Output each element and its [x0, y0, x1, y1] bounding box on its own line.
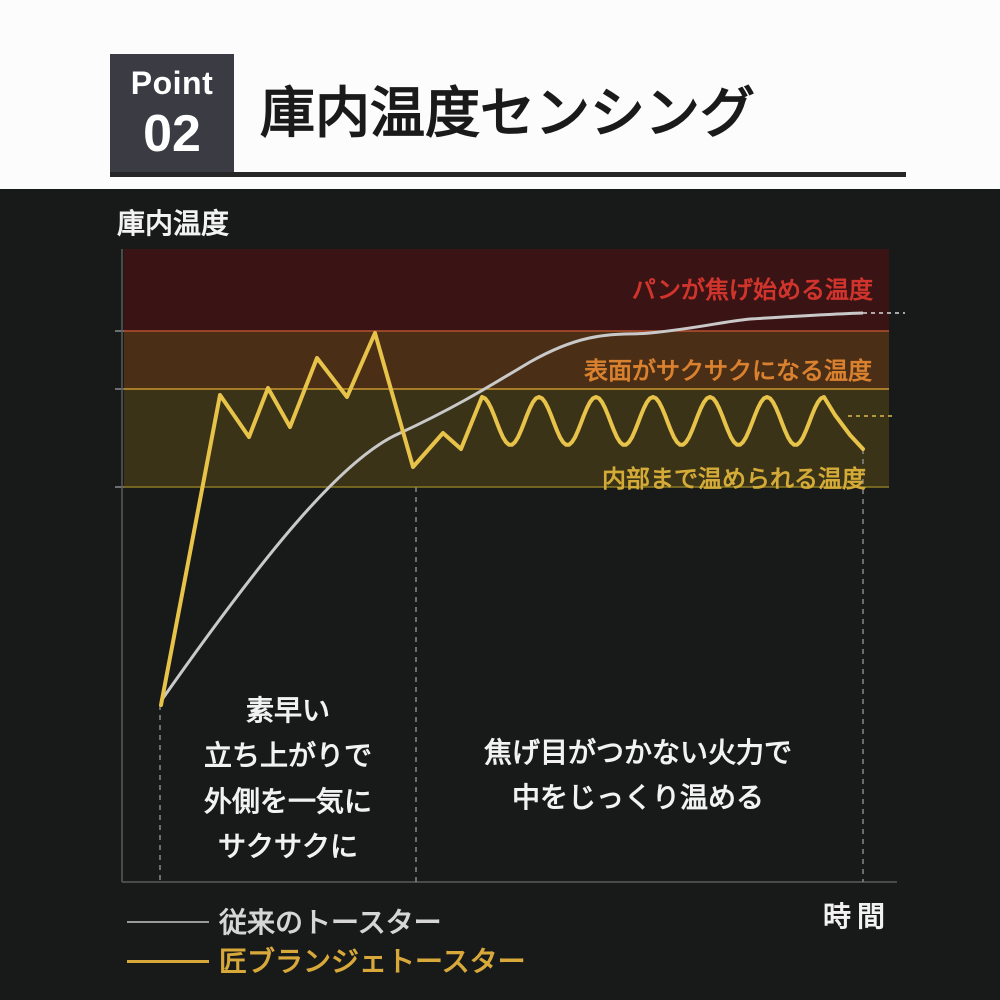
svg-text:表面がサクサクになる温度: 表面がサクサクになる温度: [584, 357, 873, 385]
svg-text:内部まで温められる温度: 内部まで温められる温度: [602, 465, 867, 493]
svg-text:パンが焦げ始める温度: パンが焦げ始める温度: [632, 276, 874, 304]
